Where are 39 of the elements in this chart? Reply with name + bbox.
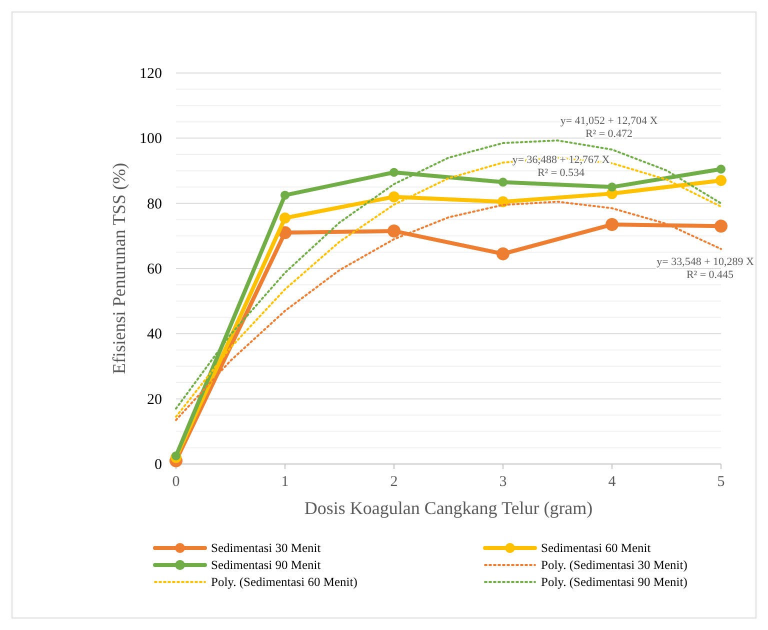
point (716, 175, 726, 186)
x-tick-label: 1 (281, 474, 289, 490)
y-tick-label: 100 (140, 131, 162, 148)
x-tick-label: 4 (608, 474, 616, 490)
y-tick-label: 20 (147, 392, 162, 408)
point (714, 220, 728, 233)
y-tick-label: 40 (147, 326, 162, 343)
annotation: R² = 0.534 (537, 167, 586, 179)
point (390, 168, 398, 177)
legend-label: Sedimentasi 90 Menit (211, 558, 322, 572)
x-tick-label: 5 (717, 474, 725, 490)
y-tick-label: 80 (147, 196, 162, 212)
annotation: R² = 0.445 (686, 269, 734, 281)
y-axis-title: Efisiensi Penurunan TSS (%) (109, 162, 129, 374)
point (280, 190, 290, 200)
annotation: y= 33,548 + 10,289 X (656, 256, 754, 268)
point (280, 212, 290, 224)
y-tick-label: 120 (140, 66, 162, 82)
point (388, 191, 400, 202)
point (172, 451, 180, 460)
legend-label: Poly. (Sedimentasi 60 Menit) (211, 575, 358, 589)
legend-label: Sedimentasi 30 Menit (211, 541, 322, 555)
legend-label: Sedimentasi 60 Menit (541, 541, 652, 555)
legend-label: Poly. (Sedimentasi 90 Menit) (541, 575, 688, 589)
point (388, 224, 400, 238)
point (498, 178, 508, 187)
y-tick-label: 60 (147, 262, 162, 278)
y-tick-label: 0 (154, 457, 162, 473)
point (716, 164, 726, 174)
x-tick-label: 3 (499, 474, 507, 490)
x-axis-title: Dosis Koagulan Cangkang Telur (gram) (304, 498, 593, 518)
point (606, 218, 618, 232)
x-tick-label: 2 (390, 474, 398, 490)
legend-label: Poly. (Sedimentasi 30 Menit) (541, 558, 688, 572)
point (608, 182, 616, 192)
x-tick-label: 0 (172, 474, 180, 490)
annotation: R² = 0.472 (585, 128, 633, 140)
point (496, 247, 510, 260)
annotation: y= 41,052 + 12,704 X (560, 115, 658, 127)
